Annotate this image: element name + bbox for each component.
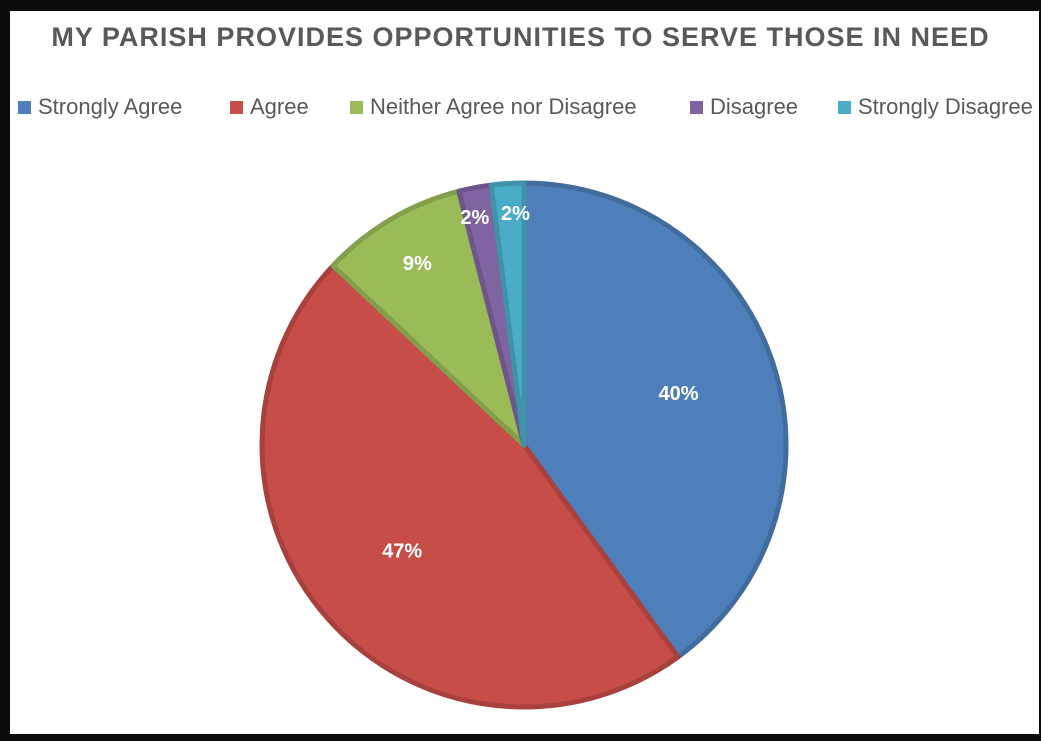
pie-slice-strongly-agree bbox=[521, 180, 789, 660]
chart-title: MY PARISH PROVIDES OPPORTUNITIES TO SERV… bbox=[51, 22, 990, 52]
data-label-strongly-agree: 40% bbox=[658, 383, 698, 405]
legend-swatch bbox=[350, 100, 363, 114]
chart-legend: Strongly Agree Agree Neither Agree nor D… bbox=[18, 92, 1038, 122]
data-label-agree: 47% bbox=[382, 541, 422, 563]
legend-swatch bbox=[838, 100, 851, 114]
legend-label: Disagree bbox=[710, 94, 799, 119]
legend-swatch bbox=[690, 100, 703, 114]
legend-item-strongly-disagree: Strongly Disagree bbox=[838, 92, 1033, 122]
legend-swatch bbox=[18, 100, 31, 114]
pie-slice-agree bbox=[259, 263, 681, 710]
legend-item-strongly-agree: Strongly Agree bbox=[18, 92, 182, 122]
legend-label: Strongly Agree bbox=[38, 94, 183, 119]
legend-label: Strongly Disagree bbox=[858, 94, 1033, 119]
legend-swatch bbox=[230, 100, 243, 114]
data-label-disagree: 2% bbox=[460, 207, 489, 229]
pie-slice-neither bbox=[330, 188, 527, 448]
data-label-neither: 9% bbox=[403, 253, 432, 275]
legend-item-neither: Neither Agree nor Disagree bbox=[350, 92, 637, 122]
data-label-strongly-disagree: 2% bbox=[501, 203, 530, 225]
legend-label: Agree bbox=[250, 94, 309, 119]
legend-label: Neither Agree nor Disagree bbox=[370, 94, 637, 119]
pie-slice-strongly-disagree bbox=[488, 180, 527, 448]
legend-item-disagree: Disagree bbox=[690, 92, 798, 122]
legend-item-agree: Agree bbox=[230, 92, 309, 122]
